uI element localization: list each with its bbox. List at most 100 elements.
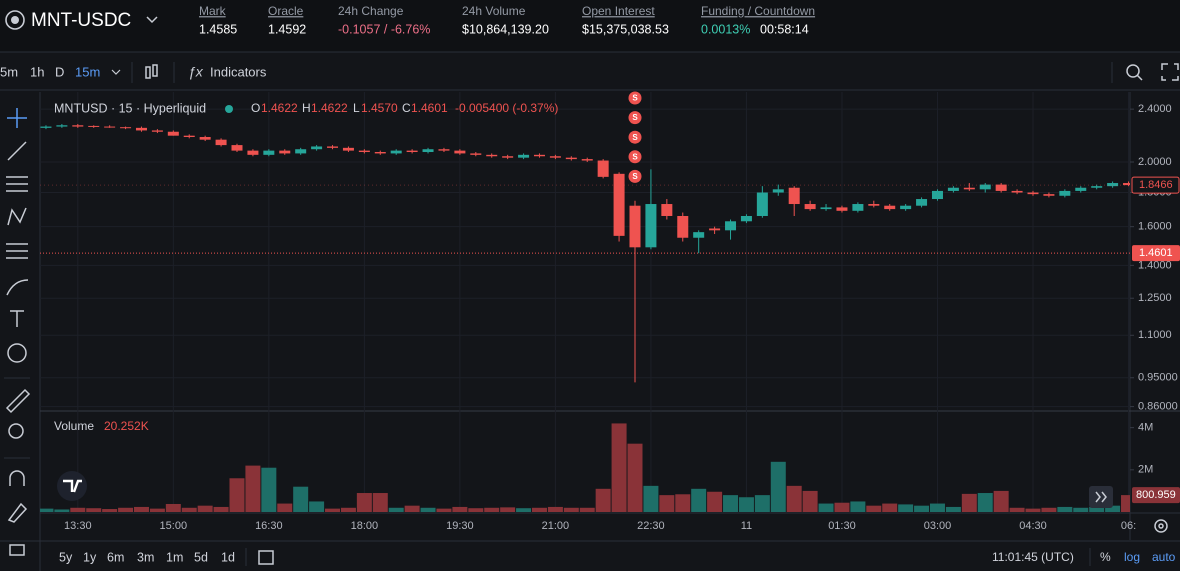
stat-value: $10,864,139.20 xyxy=(462,22,549,36)
log-toggle[interactable]: log xyxy=(1124,550,1140,564)
candle-body xyxy=(502,156,514,158)
volume-bar xyxy=(675,494,691,512)
volume-bar xyxy=(738,497,754,512)
candle-icon xyxy=(145,66,151,79)
auto-toggle[interactable]: auto xyxy=(1152,550,1176,564)
date-range-button[interactable] xyxy=(258,550,274,565)
volume-bar xyxy=(659,495,675,512)
candle-body xyxy=(852,204,864,211)
indicators-button[interactable]: Indicators xyxy=(210,64,267,79)
tradingview-logo[interactable] xyxy=(57,471,87,501)
chevron xyxy=(146,16,158,24)
candle-body xyxy=(120,127,132,129)
screenshot-button[interactable] xyxy=(1126,64,1143,81)
candle-body xyxy=(581,159,593,161)
volume-bar xyxy=(818,503,834,512)
interval-button[interactable]: 15m xyxy=(75,64,100,79)
volume-bar xyxy=(1041,507,1057,512)
volume-bar xyxy=(579,507,595,512)
candle-body xyxy=(533,154,545,157)
zoom-tool[interactable] xyxy=(8,423,24,439)
volume-bar xyxy=(468,508,484,512)
trade-marker-label: S xyxy=(632,172,638,181)
volume-bar xyxy=(86,508,102,512)
candle-body xyxy=(1027,192,1039,195)
range-button[interactable]: 1d xyxy=(221,550,235,564)
legend-h-label: H xyxy=(302,101,311,115)
volume-bar xyxy=(1089,506,1105,512)
range-button[interactable]: 1y xyxy=(83,550,97,564)
settings-button[interactable] xyxy=(1154,519,1168,533)
trade-marker[interactable] xyxy=(628,111,642,125)
candle-body xyxy=(263,150,275,155)
interval-menu[interactable] xyxy=(111,69,121,75)
interval-button[interactable]: 5m xyxy=(0,64,18,79)
range-button[interactable]: 1m xyxy=(166,550,183,564)
range-button[interactable]: 3m xyxy=(137,550,154,564)
y-tick-label: 1.1000 xyxy=(1138,329,1172,341)
text-tool[interactable] xyxy=(10,310,24,327)
x-tick-label: 03:00 xyxy=(924,520,952,532)
volume-bar xyxy=(181,507,197,512)
legend-c: 1.4601 xyxy=(411,101,448,115)
chevrons xyxy=(1095,491,1107,503)
candle-body xyxy=(947,187,959,191)
range-button[interactable]: 6m xyxy=(107,550,124,564)
trade-marker[interactable] xyxy=(628,130,642,144)
volume-bar xyxy=(118,507,134,512)
legend-l-label: L xyxy=(353,101,360,115)
candle-body xyxy=(979,184,991,190)
range-button[interactable]: 5d xyxy=(194,550,208,564)
clock: 11:01:45 (UTC) xyxy=(992,550,1074,564)
button-bg xyxy=(1089,486,1113,508)
percent-toggle[interactable]: % xyxy=(1100,550,1111,564)
candle-body xyxy=(740,215,752,222)
trade-marker[interactable] xyxy=(628,150,642,164)
trend-line-tool[interactable] xyxy=(7,141,27,161)
projection-tool[interactable] xyxy=(6,243,28,259)
magnet-tool[interactable] xyxy=(9,470,25,486)
y-tick-label: 2.4000 xyxy=(1138,103,1172,115)
legend-o-label: O xyxy=(251,101,260,115)
emoji-tool[interactable] xyxy=(7,343,27,363)
candle-body xyxy=(311,146,323,150)
range-button[interactable]: 5y xyxy=(59,550,73,564)
candle-body xyxy=(1059,190,1071,196)
candle-body xyxy=(931,190,943,200)
interval-button[interactable]: 1h xyxy=(30,64,44,79)
fx-icon[interactable]: ƒx xyxy=(188,64,204,80)
ruler-tool[interactable] xyxy=(5,388,31,414)
trade-marker[interactable] xyxy=(628,91,642,105)
lock-tool[interactable] xyxy=(9,544,25,556)
fib-tool[interactable] xyxy=(6,176,28,192)
candle-body xyxy=(327,146,339,148)
scroll-to-realtime[interactable] xyxy=(1089,486,1113,508)
symbol-selector[interactable]: MNT-USDC xyxy=(5,10,158,31)
range-bar: 5y 1y 6m 3m 1m 5d 1d xyxy=(59,550,235,564)
volume-bar xyxy=(531,507,547,512)
candle-body xyxy=(56,125,68,127)
candle-body xyxy=(167,131,179,136)
legend-change: -0.005400 (-0.37%) xyxy=(455,101,558,115)
candle-body xyxy=(1011,190,1023,193)
fullscreen-button[interactable] xyxy=(1161,63,1179,81)
crosshair-tool[interactable] xyxy=(7,108,27,128)
pattern-tool[interactable] xyxy=(7,207,27,226)
candle-body xyxy=(135,127,147,131)
candle-body xyxy=(342,147,354,151)
legend-o: 1.4622 xyxy=(261,101,298,115)
stat-label: Funding / Countdown xyxy=(701,4,815,18)
volume-bar xyxy=(1025,508,1041,512)
x-tick-label: 11 xyxy=(741,520,752,532)
trade-marker[interactable] xyxy=(628,169,642,183)
brush-tool[interactable] xyxy=(6,279,29,296)
lock-drawings-tool[interactable] xyxy=(7,502,28,523)
candle-body xyxy=(231,145,243,151)
interval-button[interactable]: D xyxy=(55,64,64,79)
volume-bar xyxy=(404,505,420,512)
stat-value: -0.1057 / -6.76% xyxy=(338,22,430,36)
y-tick-label: 1.4000 xyxy=(1138,259,1172,271)
candle-body xyxy=(199,137,211,140)
chart-type-button[interactable] xyxy=(145,64,158,79)
gear xyxy=(1154,519,1168,533)
